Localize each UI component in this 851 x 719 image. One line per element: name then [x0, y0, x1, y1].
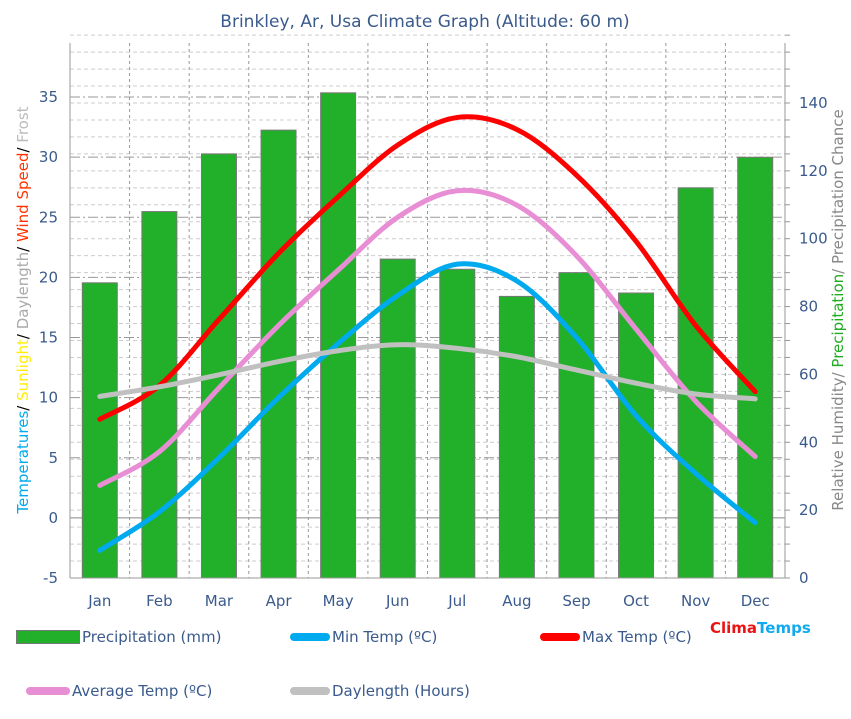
legend-swatch	[16, 630, 80, 644]
precipitation-bar	[379, 258, 416, 579]
precipitation-bar	[677, 187, 714, 579]
chart-title: Brinkley, Ar, Usa Climate Graph (Altitud…	[220, 12, 629, 32]
legend-label: Daylength (Hours)	[332, 682, 470, 700]
x-tick-label: Jan	[87, 592, 111, 610]
right-tick-label: 60	[799, 365, 818, 383]
precipitation-bar	[618, 292, 655, 579]
precipitation-bar	[737, 156, 774, 579]
precipitation-bar	[200, 153, 237, 579]
left-tick-label: 35	[39, 88, 58, 106]
left-tick-label: 10	[39, 389, 58, 407]
left-tick-label: 0	[48, 509, 58, 527]
legend-swatch	[290, 687, 330, 695]
legend-min-temp: Min Temp (ºC)	[290, 628, 437, 646]
x-tick-label: Sep	[562, 592, 590, 610]
legend-label: Max Temp (ºC)	[582, 628, 692, 646]
legend-precipitation: Precipitation (mm)	[16, 628, 221, 646]
precipitation-bar	[81, 282, 118, 579]
precipitation-bar	[558, 272, 595, 579]
x-tick-label: Feb	[146, 592, 173, 610]
legend-swatch	[540, 633, 580, 641]
legend-label: Min Temp (ºC)	[332, 628, 438, 646]
legend-average-temp: Average Temp (ºC)	[26, 682, 212, 700]
x-tick-label: Nov	[681, 592, 710, 610]
legend-label: Precipitation (mm)	[82, 628, 222, 646]
left-tick-label: 15	[39, 329, 58, 347]
left-axis-label: Temperatures/ Sunlight/ Daylength/ Wind …	[14, 106, 32, 514]
climatemps-logo[interactable]: ClimaTemps	[710, 619, 811, 637]
average-temp-c-line	[97, 187, 758, 488]
left-tick-label: 25	[39, 208, 58, 226]
right-tick-label: 20	[799, 501, 818, 519]
right-axis-label: Relative Humidity/ Precipitation/ Precip…	[829, 109, 847, 510]
legend-daylength: Daylength (Hours)	[290, 682, 470, 700]
left-tick-label: 5	[48, 449, 58, 467]
x-tick-label: Mar	[205, 592, 234, 610]
legend-swatch	[26, 687, 70, 695]
precipitation-bar	[260, 129, 297, 579]
x-tick-label: Apr	[266, 592, 293, 610]
x-tick-label: Jul	[447, 592, 466, 610]
max-temp-c-line	[97, 114, 758, 422]
x-tick-label: May	[323, 592, 354, 610]
x-tick-label: Oct	[623, 592, 649, 610]
min-temp-c-line	[97, 261, 758, 553]
right-tick-label: 100	[799, 230, 828, 248]
right-tick-label: 120	[799, 162, 828, 180]
x-tick-label: Aug	[502, 592, 531, 610]
legend-swatch	[290, 633, 330, 641]
left-tick-label: -5	[43, 569, 58, 587]
left-tick-label: 30	[39, 148, 58, 166]
daylength-hours-line	[97, 342, 758, 402]
right-tick-label: 140	[799, 94, 828, 112]
x-tick-label: Jun	[385, 592, 409, 610]
legend-label: Average Temp (ºC)	[72, 682, 213, 700]
legend-max-temp: Max Temp (ºC)	[540, 628, 692, 646]
precipitation-bar	[498, 295, 535, 579]
right-tick-label: 40	[799, 433, 818, 451]
right-tick-label: 80	[799, 298, 818, 316]
left-tick-label: 20	[39, 268, 58, 286]
precipitation-bar	[439, 268, 476, 579]
x-tick-label: Dec	[741, 592, 770, 610]
right-tick-label: 0	[799, 569, 809, 587]
